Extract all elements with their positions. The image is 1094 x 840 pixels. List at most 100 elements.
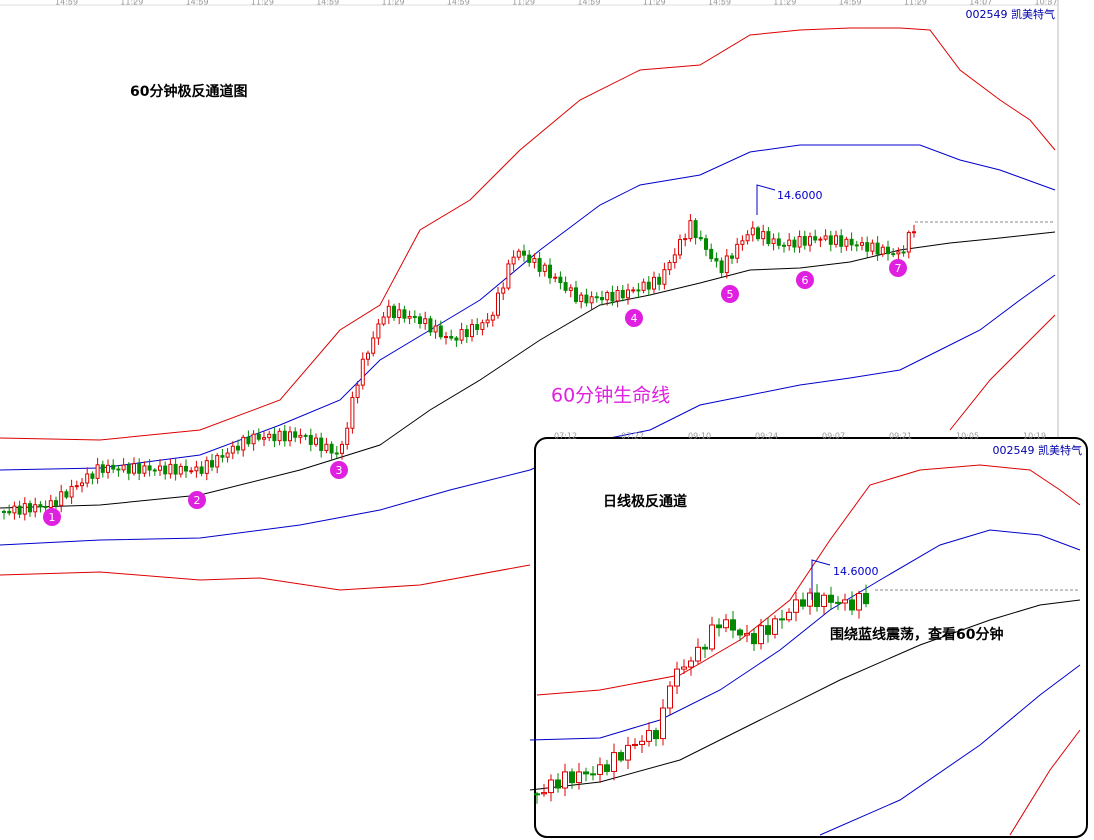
candle-body: [251, 433, 256, 445]
candle-body: [849, 599, 855, 611]
candle-body: [589, 296, 594, 304]
candle-body: [771, 238, 776, 245]
marker-label: 3: [336, 464, 343, 477]
candle-body: [821, 594, 827, 607]
candle-body: [657, 276, 662, 285]
time-label: 11:29: [773, 0, 796, 7]
candle-body: [800, 599, 806, 607]
candle-body: [698, 236, 703, 240]
candle-body: [277, 430, 282, 442]
candle-body: [740, 240, 745, 245]
candle-body: [366, 352, 370, 360]
candle-body: [558, 276, 563, 284]
candle-body: [714, 258, 719, 262]
candle-body: [688, 220, 693, 240]
time-label: 11:29: [512, 0, 535, 7]
candle-body: [891, 253, 896, 256]
candle-body: [604, 764, 610, 772]
inset-annotation: 围绕蓝线震荡，查看60分钟: [830, 626, 1003, 643]
candle-body: [407, 315, 412, 319]
candle-body: [695, 646, 701, 662]
candle-body: [355, 384, 360, 398]
candle-body: [814, 592, 820, 607]
candle-body: [766, 231, 771, 245]
candle-body: [158, 465, 162, 471]
channel-lines: [0, 27, 1056, 591]
candle-body: [204, 460, 209, 474]
candle-body: [116, 468, 121, 471]
inset-time-label: 09:21: [889, 432, 912, 441]
blue-upper: [0, 144, 1056, 471]
candle-body: [761, 231, 766, 240]
candle-body: [80, 482, 84, 487]
candle-body: [490, 314, 495, 321]
candle-body: [225, 452, 230, 458]
candle-body: [562, 771, 568, 789]
candle-body: [842, 599, 848, 604]
candle-body: [737, 629, 743, 636]
candle-body: [542, 264, 547, 272]
candle-body: [142, 465, 147, 474]
candle-body: [674, 668, 680, 687]
candle-body: [615, 289, 620, 302]
candle-body: [111, 464, 116, 470]
marker-label: 5: [727, 288, 734, 301]
candle-body: [610, 292, 615, 302]
candle-body: [314, 437, 318, 445]
inset-red-lower: [1009, 729, 1081, 836]
candle-body: [329, 443, 334, 454]
markers: 1 2 3 4 5 6 7: [43, 259, 907, 526]
inset-frame: [534, 437, 1088, 838]
candle-body: [38, 504, 43, 508]
inset-price-label: 14.6000: [833, 565, 879, 578]
marker-dot: [330, 461, 348, 479]
candle-body: [660, 707, 666, 740]
candle-body: [834, 235, 838, 245]
time-label: 11:29: [120, 0, 143, 7]
candle-body: [828, 594, 834, 603]
candle-body: [886, 246, 890, 255]
time-label: 14:59: [316, 0, 339, 7]
marker-dot: [188, 491, 206, 509]
marker-dot: [796, 271, 814, 289]
candle-body: [262, 437, 266, 440]
candle-body: [464, 329, 469, 338]
candle-body: [702, 646, 708, 650]
candle-body: [813, 236, 818, 241]
candle-body: [620, 289, 625, 299]
candle-body: [553, 276, 558, 279]
candle-body: [345, 427, 350, 445]
candle-body: [506, 263, 511, 289]
inset-time-axis: 07:12 07:27 09:10 09:24 09:07 09:21 10:05 10:19: [554, 432, 1046, 441]
candle-body: [516, 250, 521, 258]
candle-body: [236, 445, 240, 451]
candle-body: [548, 779, 554, 794]
candle-body: [90, 473, 95, 479]
inset-time-label: 09:24: [755, 432, 778, 441]
candle-body: [95, 464, 100, 479]
time-axis: 14:59 11:29 14:59 11:29 14:59 11:29 14:59 11:29…: [55, 0, 1058, 7]
candle-body: [100, 464, 105, 473]
inset-blue-lower: [819, 664, 1081, 836]
candle-body: [611, 752, 617, 772]
candle-body: [340, 443, 344, 454]
marker-dot: [721, 285, 739, 303]
candle-body: [839, 235, 844, 247]
candle-body: [293, 431, 298, 438]
candle-body: [454, 337, 459, 341]
candle-body: [397, 309, 402, 319]
candle-body: [69, 485, 74, 498]
peak-pointer: [756, 184, 776, 215]
candle-body: [173, 463, 178, 475]
candle-body: [672, 254, 677, 264]
candle-body: [152, 469, 157, 472]
candle-body: [402, 309, 407, 319]
candle-body: [590, 773, 596, 776]
inset-red-upper: [536, 464, 1081, 696]
candle-body: [579, 294, 584, 303]
candle-body: [758, 625, 764, 645]
candle-body: [779, 618, 785, 621]
candle-body: [912, 231, 916, 234]
inset-life-line: [529, 599, 1081, 791]
candle-body: [33, 504, 38, 513]
